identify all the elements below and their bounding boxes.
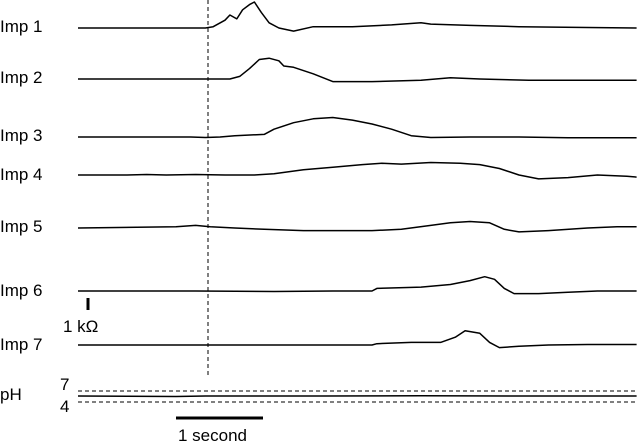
ph-tick-4: 4 (60, 397, 69, 416)
label-ph: pH (0, 385, 22, 404)
trace-imp-4 (78, 161, 637, 180)
trace-imp-1 (78, 1, 637, 32)
trace-imp-7 (78, 329, 637, 349)
time-scale-label: 1 second (178, 426, 247, 445)
label-imp-2: Imp 2 (0, 68, 43, 87)
ph-tick-7: 7 (60, 375, 69, 394)
traces-group (77, 1, 637, 398)
label-imp-6: Imp 6 (0, 281, 43, 300)
label-imp-7: Imp 7 (0, 335, 43, 354)
impedance-scale-label: 1 kΩ (63, 317, 98, 336)
label-imp-1: Imp 1 (0, 17, 43, 36)
trace-ph (77, 394, 637, 398)
trace-imp-3 (78, 116, 637, 139)
label-imp-3: Imp 3 (0, 126, 43, 145)
trace-imp-6 (78, 275, 637, 295)
channel-labels: Imp 1 Imp 2 Imp 3 Imp 4 Imp 5 Imp 6 Imp 7 pH (0, 17, 43, 404)
label-imp-5: Imp 5 (0, 217, 43, 236)
trace-imp-2 (78, 57, 637, 83)
trace-imp-5 (77, 220, 637, 233)
label-imp-4: Imp 4 (0, 165, 43, 184)
